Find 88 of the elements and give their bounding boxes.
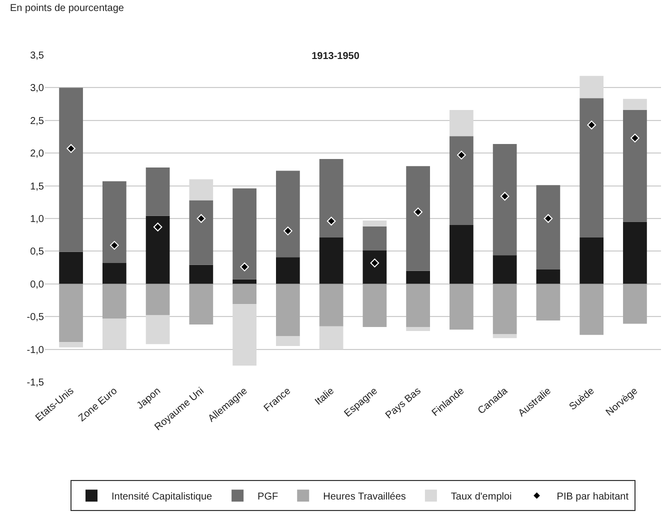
bar [362, 250, 387, 284]
bar [319, 326, 344, 350]
bar [59, 284, 83, 342]
bar [536, 185, 560, 270]
bar [232, 279, 256, 284]
bar [492, 284, 517, 334]
bar [146, 167, 170, 216]
bar [232, 284, 256, 304]
legend-label: Intensité Capitalistique [112, 492, 213, 502]
bar [450, 110, 474, 136]
bar [276, 170, 300, 258]
point [544, 214, 553, 223]
point [414, 208, 422, 216]
legend-label: Heures Travaillées [323, 492, 406, 502]
point [110, 240, 119, 250]
y-tick-label: 0,0 [30, 279, 44, 290]
point [457, 150, 466, 160]
point [630, 134, 640, 142]
bar [189, 200, 214, 265]
bar [276, 284, 300, 336]
bar [580, 98, 604, 238]
x-tick-label: Pays Bas [384, 386, 424, 422]
y-tick-label: 1,0 [30, 214, 44, 225]
bar [102, 284, 126, 319]
y-tick-label: -1,5 [26, 378, 44, 388]
y-tick-label: -1,0 [26, 344, 44, 356]
y-tick-label: 2,0 [30, 148, 44, 160]
y-tick-label: 0,5 [30, 246, 44, 258]
bar [580, 284, 604, 335]
bar [623, 98, 647, 110]
point [240, 262, 249, 272]
point [66, 144, 76, 153]
bar [623, 222, 647, 284]
bar [189, 179, 214, 200]
bar [189, 284, 214, 324]
bar [232, 188, 256, 280]
point [500, 192, 510, 201]
bar [59, 252, 83, 284]
y-tick-label: -0,5 [26, 312, 44, 324]
bar [319, 237, 344, 284]
point [284, 226, 292, 236]
bar [406, 327, 430, 331]
bar [232, 304, 256, 366]
y-tick-label: 2,5 [30, 116, 44, 127]
x-tick-label: Italie [313, 385, 337, 408]
bar [59, 88, 83, 252]
y-tick-label: 3,0 [30, 83, 44, 94]
bar [406, 284, 430, 328]
bar [536, 270, 560, 284]
bar [102, 318, 126, 350]
bar [406, 270, 430, 284]
legend-label: Taux d'emploi [450, 492, 512, 502]
bar [623, 284, 647, 324]
bar [362, 226, 387, 251]
bar [536, 284, 560, 321]
legend-label: PGF [258, 492, 278, 502]
point [153, 222, 162, 232]
bar [319, 158, 344, 238]
bar [146, 284, 170, 316]
bar [189, 264, 214, 284]
bar [406, 166, 430, 271]
y-tick-label: 3,5 [30, 50, 44, 62]
bar [450, 136, 474, 226]
point [587, 120, 596, 130]
bar [146, 216, 170, 284]
y-tick-label: 1,5 [30, 181, 44, 192]
bar [319, 284, 344, 326]
point [196, 214, 206, 223]
bar [362, 220, 387, 226]
bar [146, 315, 170, 344]
bar [492, 144, 517, 256]
bar [580, 76, 604, 98]
bar [450, 225, 474, 284]
bar [102, 262, 126, 284]
bar [362, 284, 387, 328]
bar [450, 284, 474, 330]
bar [59, 342, 83, 348]
chart-title: 1913-1950 [312, 51, 360, 62]
bar [580, 237, 604, 284]
y-axis-title: En points de pourcentage [10, 3, 124, 14]
legend-label: PIB par habitant [556, 492, 629, 502]
bar [276, 257, 300, 284]
bar [492, 334, 517, 338]
bar [276, 336, 300, 346]
bar [102, 181, 126, 263]
bar [623, 110, 647, 222]
point [326, 216, 336, 226]
bar [492, 255, 517, 284]
